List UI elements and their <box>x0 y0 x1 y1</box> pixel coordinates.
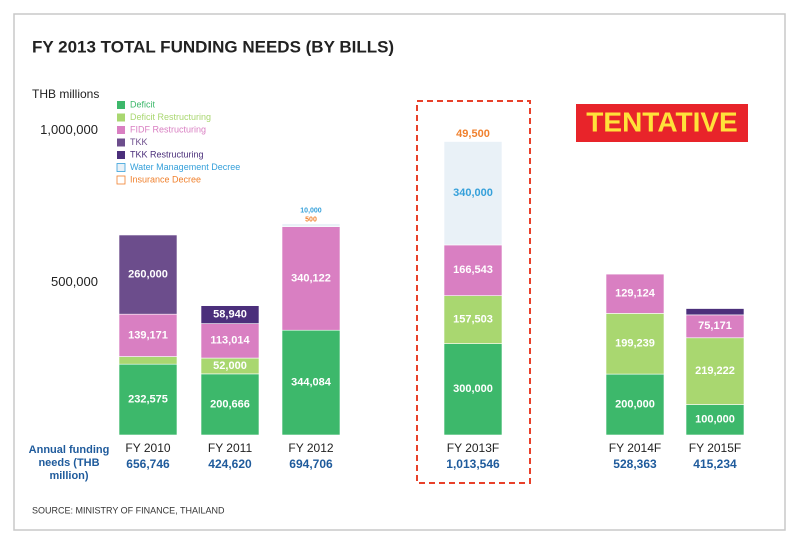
bar-segment <box>443 126 503 142</box>
legend-swatch <box>117 138 125 147</box>
bar-segment <box>281 223 341 227</box>
x-tick-label: FY 2011 <box>208 441 253 455</box>
bar-segment <box>118 356 178 365</box>
x-tick-label: FY 2013F <box>447 441 499 455</box>
legend-label: Water Management Decree <box>130 162 240 172</box>
legend-label: Deficit Restructuring <box>130 112 211 122</box>
bar-segment <box>605 273 665 314</box>
bar-segment <box>200 305 260 324</box>
source: SOURCE: MINISTRY OF FINANCE, THAILAND <box>32 505 225 515</box>
data-label: 260,000 <box>128 268 168 280</box>
y-tick-label: 500,000 <box>51 274 98 289</box>
total-label: 694,706 <box>289 457 333 471</box>
bar-segment <box>200 323 260 359</box>
data-label: 232,575 <box>128 393 168 405</box>
data-label: 100,000 <box>695 414 735 426</box>
data-label: 52,000 <box>213 360 247 372</box>
bar-segment <box>118 234 178 315</box>
data-label: 129,124 <box>615 288 656 300</box>
total-label: 656,746 <box>126 457 170 471</box>
data-label: 20,838 <box>704 301 726 308</box>
bar-segment <box>118 363 178 436</box>
data-label: 166,543 <box>453 264 493 276</box>
data-label: 500 <box>305 216 317 223</box>
legend-swatch <box>116 175 126 185</box>
x-tick-label: FY 2014F <box>609 441 661 455</box>
bar-segment <box>685 308 745 316</box>
bar-segment <box>443 295 503 344</box>
data-label: 300,000 <box>453 383 493 395</box>
legend-label: FIDF Restructuring <box>130 124 206 134</box>
legend-swatch <box>117 151 125 159</box>
bar-segment <box>443 343 503 436</box>
x-tick-label: FY 2012 <box>288 441 333 455</box>
data-label: 58,940 <box>213 309 247 321</box>
y-axis-label: THB millions <box>32 87 99 101</box>
x-tick-label: FY 2010 <box>125 441 170 455</box>
legend-swatch <box>117 101 125 109</box>
data-label: 139,171 <box>128 329 168 341</box>
y-tick-label: 1,000,000 <box>40 122 98 137</box>
data-label: 199,239 <box>615 338 655 350</box>
bar-segment <box>685 337 745 405</box>
legend-swatch <box>116 163 126 172</box>
total-label: 424,620 <box>208 457 252 471</box>
legend-swatch <box>117 126 125 134</box>
data-label: 75,171 <box>698 320 732 332</box>
data-label: 219,222 <box>695 365 735 377</box>
data-label: 157,503 <box>453 314 493 326</box>
data-label: 49,500 <box>456 128 490 140</box>
legend-label: Insurance Decree <box>130 174 201 184</box>
data-label: 200,666 <box>210 398 250 410</box>
total-label: 415,234 <box>693 457 737 471</box>
legend-label: TKK Restructuring <box>130 149 204 159</box>
bar-segment <box>118 313 178 357</box>
bar-segment <box>685 404 745 436</box>
annotation: TENTATIVE <box>586 106 737 137</box>
chart-title: FY 2013 TOTAL FUNDING NEEDS (BY BILLS) <box>32 37 394 56</box>
legend-swatch <box>117 113 125 122</box>
x-tick-label: FY 2015F <box>689 441 741 455</box>
bar-segment <box>443 141 503 246</box>
annotation-box <box>576 104 748 142</box>
data-label: 340,000 <box>453 187 493 199</box>
total-label: 528,363 <box>613 457 657 471</box>
data-label: 113,014 <box>210 335 250 347</box>
data-label: 10,000 <box>300 207 322 214</box>
legend-label: TKK <box>130 137 148 147</box>
total-label: 1,013,546 <box>446 457 500 471</box>
data-label: 25,000 <box>137 228 159 235</box>
bar-segment <box>281 226 341 331</box>
x-axis-label: Annual funding needs (THB million) <box>28 444 110 482</box>
data-label: 200,000 <box>615 398 655 410</box>
data-label: 340,122 <box>291 272 331 284</box>
bar-segment <box>443 244 503 296</box>
bar-segment <box>281 329 341 436</box>
highlight-box <box>416 100 531 484</box>
bar-segment <box>200 373 260 436</box>
legend-label: Deficit <box>130 99 156 109</box>
bar-segment <box>605 373 665 436</box>
bar-segment <box>605 313 665 375</box>
data-label: 344,084 <box>291 377 332 389</box>
